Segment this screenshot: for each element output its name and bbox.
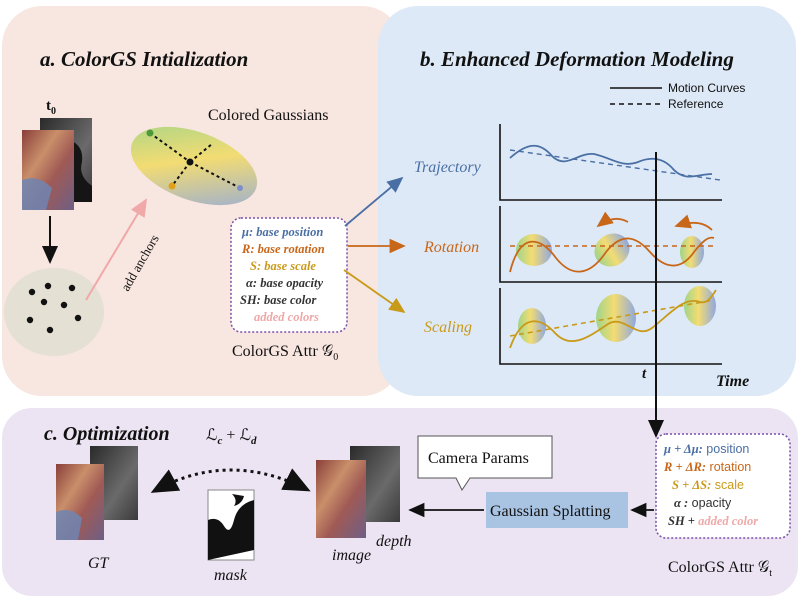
colorgs-attr-box-t (655, 433, 791, 539)
attr-t-opacity: α : opacity (674, 496, 732, 510)
add-anchors-arrow (85, 198, 148, 301)
panel-a-title: a. ColorGS Intialization (40, 47, 248, 71)
row-label-scaling: Scaling (424, 319, 472, 336)
row-label-rotation: Rotation (423, 239, 479, 256)
mask-shape (208, 500, 254, 560)
scaling-blob-2 (596, 294, 636, 342)
anchor-point (44, 282, 52, 290)
colored-gaussian-ellipse (130, 126, 258, 206)
gt-label: GT (88, 555, 110, 572)
gaussian-anchor-green (146, 129, 154, 137)
camera-params-callout (417, 435, 553, 491)
t0-image-tool (22, 178, 52, 210)
attr-t-rotation: R + ΔR: rotation (663, 460, 751, 474)
time-axis-label: Time (716, 373, 749, 390)
attr-scale: S: base scale (250, 259, 316, 273)
attr-t-scale: S + ΔS: scale (672, 478, 744, 492)
attr-added-colors: added colors (254, 310, 319, 324)
anchor-point (68, 284, 76, 292)
anchor-point (40, 298, 48, 306)
gaussian-axes (149, 132, 241, 189)
depth-label: depth (376, 533, 412, 550)
time-marker-label: t (642, 366, 647, 382)
trajectory-curve (509, 144, 713, 178)
attr-list-0: μ: base position R: base rotation S: bas… (240, 225, 325, 324)
anchor-point (74, 314, 82, 322)
attr-t-color: SH + added color (668, 514, 758, 528)
rendered-image-frame (316, 460, 366, 538)
colorgs-attr-caption-0: ColorGS Attr 𝒢0 (232, 343, 338, 363)
scaling-curve (509, 289, 717, 349)
rotation-blob-1 (516, 234, 552, 266)
rotation-arrow-left (596, 211, 629, 228)
anchor-point (26, 316, 34, 324)
attr-opacity: α: base opacity (246, 276, 323, 290)
anchor-point (46, 326, 54, 334)
colored-gaussians-label: Colored Gaussians (208, 107, 328, 124)
camera-params-label: Camera Params (428, 450, 529, 467)
panel-c-title: c. Optimization (44, 423, 170, 445)
anchor-points (26, 282, 82, 334)
gaussian-anchor-blue (237, 185, 243, 191)
rotation-arrow-right (674, 214, 713, 231)
trajectory-axes (499, 124, 722, 201)
rotation-blob-2 (594, 233, 630, 267)
rotation-curve (509, 236, 715, 273)
t0-depth-silhouette (70, 140, 92, 202)
loss-formula: ℒc + ℒd (206, 427, 257, 447)
row-label-trajectory: Trajectory (414, 159, 482, 176)
gaussian-splatting-box (486, 492, 628, 528)
arrow-to-trajectory (344, 176, 404, 227)
scaling-axes (499, 288, 722, 365)
rotation-axes (499, 206, 722, 283)
gaussian-anchor-yellow (168, 182, 176, 190)
panel-b-title: b. Enhanced Deformation Modeling (420, 47, 734, 71)
anchor-point (60, 301, 68, 309)
legend-reference: Reference (668, 97, 724, 111)
attr-rotation: R: base rotation (241, 242, 325, 256)
anchor-point (28, 288, 36, 296)
attr-position: μ: base position (241, 225, 323, 239)
image-label: image (332, 547, 371, 564)
attr-color: SH: base color (240, 293, 317, 307)
legend-motion-curves: Motion Curves (668, 81, 745, 95)
anchor-points-cloud (4, 268, 104, 356)
attr-list-t: μ + Δμ: position R + ΔR: rotation S + ΔS… (663, 442, 758, 528)
colorgs-attr-caption-t: ColorGS Attr 𝒢t (668, 559, 772, 579)
gt-image-tool (56, 510, 82, 540)
gaussian-center (186, 158, 194, 166)
scaling-blob-1 (518, 308, 546, 344)
scaling-blob-3 (684, 286, 716, 326)
attr-t-position: μ + Δμ: position (663, 442, 749, 456)
colorgs-attr-box-0 (230, 217, 348, 333)
gaussian-splatting-label: Gaussian Splatting (490, 503, 610, 520)
t0-label: t0 (46, 98, 56, 117)
loss-double-arrow (150, 468, 311, 493)
mask-shape-top (232, 494, 244, 506)
arrow-to-scaling (343, 269, 406, 314)
mask-label: mask (214, 567, 248, 584)
